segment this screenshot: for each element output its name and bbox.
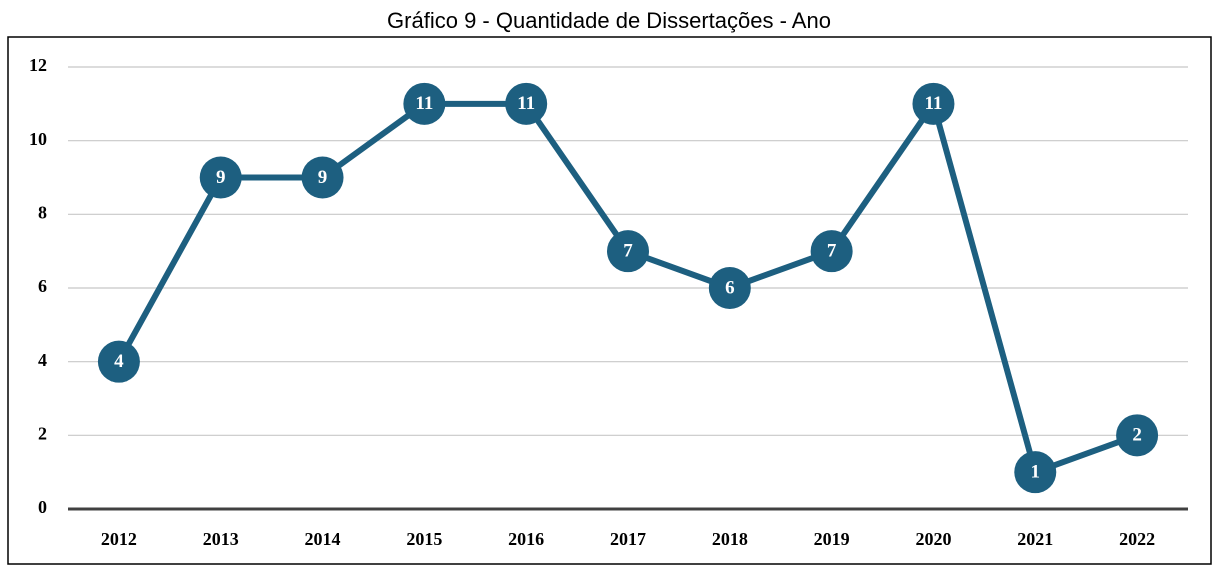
x-tick-label: 2016 bbox=[508, 529, 544, 549]
x-tick-label: 2019 bbox=[814, 529, 850, 549]
y-tick-label: 12 bbox=[29, 55, 47, 75]
x-tick-label: 2017 bbox=[610, 529, 646, 549]
x-tick-label: 2022 bbox=[1119, 529, 1155, 549]
y-tick-label: 2 bbox=[38, 423, 47, 443]
data-point bbox=[403, 82, 446, 125]
y-tick-label: 0 bbox=[38, 497, 47, 517]
data-point bbox=[505, 82, 548, 125]
data-point bbox=[607, 230, 649, 273]
data-label: 7 bbox=[623, 241, 633, 262]
data-label: 4 bbox=[114, 351, 124, 372]
x-tick-label: 2012 bbox=[101, 529, 137, 549]
data-point bbox=[301, 156, 344, 199]
data-label: 9 bbox=[216, 167, 226, 188]
x-tick-label: 2021 bbox=[1017, 529, 1053, 549]
data-label: 11 bbox=[415, 93, 433, 114]
data-label: 2 bbox=[1132, 425, 1142, 446]
chart-border bbox=[7, 36, 1212, 565]
data-point bbox=[1014, 451, 1057, 494]
data-label: 11 bbox=[517, 93, 535, 114]
x-tick-label: 2013 bbox=[203, 529, 239, 549]
x-tick-label: 2015 bbox=[406, 529, 442, 549]
y-tick-label: 8 bbox=[38, 202, 47, 222]
x-tick-label: 2018 bbox=[712, 529, 748, 549]
data-point bbox=[199, 156, 242, 199]
data-point bbox=[708, 267, 751, 309]
y-tick-label: 6 bbox=[38, 276, 47, 296]
data-label: 7 bbox=[827, 241, 837, 262]
data-point bbox=[912, 82, 955, 125]
data-label: 6 bbox=[725, 277, 735, 298]
data-point bbox=[97, 340, 140, 383]
data-label: 1 bbox=[1031, 462, 1041, 483]
data-label: 11 bbox=[924, 93, 942, 114]
data-point bbox=[1116, 414, 1159, 457]
data-point bbox=[810, 230, 853, 273]
x-tick-label: 2014 bbox=[305, 529, 341, 549]
data-label: 9 bbox=[318, 167, 328, 188]
y-tick-label: 4 bbox=[38, 350, 47, 370]
y-tick-label: 10 bbox=[29, 129, 47, 149]
chart-title: Gráfico 9 - Quantidade de Dissertações -… bbox=[387, 8, 831, 33]
x-tick-label: 2020 bbox=[915, 529, 951, 549]
